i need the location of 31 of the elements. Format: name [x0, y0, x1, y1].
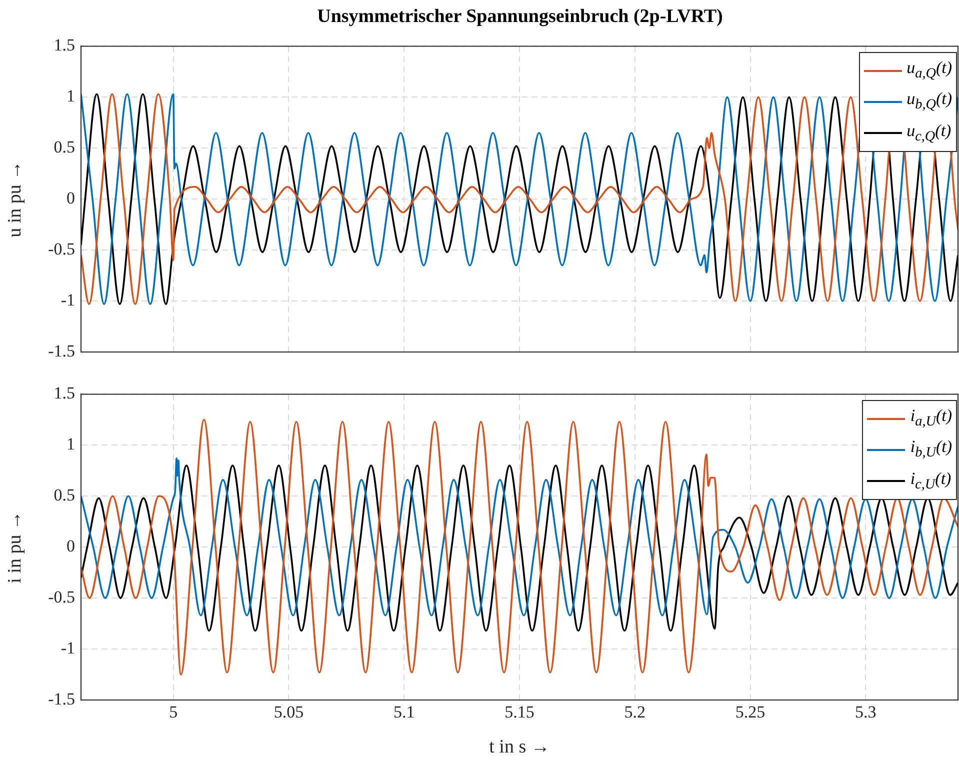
x-tick-label: 5.25 — [735, 702, 766, 722]
x-tick-label: 5.05 — [274, 702, 304, 722]
x-tick-label: 5 — [169, 702, 178, 722]
y-axis-title: u in pu → — [4, 160, 26, 238]
y-tick-label: 0 — [66, 188, 75, 208]
y-tick-label: 1 — [66, 434, 75, 454]
y-tick-label: 1.5 — [54, 36, 75, 55]
legend-label: u$_{a,Q}$(t) — [906, 57, 952, 84]
x-tick-label: 5.15 — [504, 702, 534, 722]
legend-label: u$_{b,Q}$(t) — [906, 88, 952, 115]
y-tick-label: -1 — [60, 290, 75, 310]
x-tick-label: 5.2 — [624, 702, 646, 722]
y-tick-label: 0.5 — [54, 486, 75, 505]
chart-title: Unsymmetrischer Spannungseinbruch (2p-LVRT) — [316, 6, 724, 28]
legend-label: i$_{c,U}$(t) — [910, 468, 952, 494]
y-tick-label: 0 — [66, 536, 75, 556]
y-tick-label: -0.5 — [48, 240, 75, 259]
x-axis-title: t in s → — [489, 736, 550, 758]
x-tick-label: 5.3 — [855, 702, 876, 722]
x-tick-label: 5.1 — [393, 702, 415, 722]
legend-label: i$_{b,U}$(t) — [910, 436, 952, 463]
y-tick-label: -0.5 — [48, 588, 75, 607]
y-tick-label: 1.5 — [54, 384, 75, 403]
y-tick-label: -1.5 — [48, 689, 75, 708]
y-tick-label: -1.5 — [48, 341, 75, 360]
legend-label: u$_{c,Q}$(t) — [906, 120, 952, 146]
y-axis-title: i in pu → — [4, 510, 26, 584]
legend-label: i$_{a,U}$(t) — [910, 405, 952, 432]
y-tick-label: 0.5 — [54, 138, 75, 157]
y-tick-label: 1 — [66, 86, 75, 106]
y-tick-label: -1 — [60, 638, 75, 658]
